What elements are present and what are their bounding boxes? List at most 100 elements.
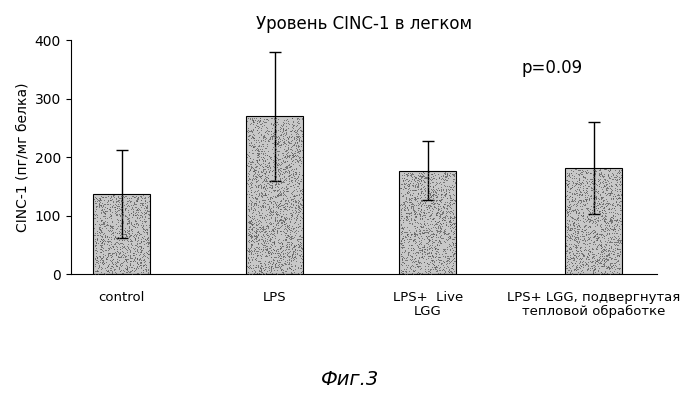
Point bbox=[103, 206, 114, 212]
Point bbox=[407, 263, 418, 269]
Point bbox=[134, 262, 146, 268]
Point bbox=[290, 145, 302, 151]
Point bbox=[292, 250, 303, 257]
Point bbox=[242, 188, 253, 195]
Point bbox=[418, 207, 429, 213]
Point bbox=[246, 184, 257, 190]
Point bbox=[130, 212, 141, 219]
Point bbox=[263, 228, 274, 234]
Point bbox=[583, 236, 594, 242]
Point bbox=[601, 253, 612, 259]
Point bbox=[293, 242, 304, 248]
Point bbox=[570, 209, 582, 215]
Point bbox=[442, 185, 454, 192]
Point bbox=[444, 225, 456, 231]
Point bbox=[296, 234, 307, 240]
Point bbox=[290, 210, 301, 217]
Point bbox=[571, 223, 582, 230]
Point bbox=[267, 202, 279, 209]
Point bbox=[613, 170, 624, 176]
Point bbox=[117, 260, 128, 266]
Point bbox=[428, 203, 440, 209]
Point bbox=[275, 196, 286, 203]
Point bbox=[403, 198, 414, 205]
Point bbox=[252, 149, 263, 156]
Point bbox=[273, 261, 284, 267]
Point bbox=[276, 231, 287, 237]
Point bbox=[608, 172, 619, 178]
Point bbox=[413, 178, 424, 185]
Point bbox=[447, 229, 458, 235]
Point bbox=[415, 198, 426, 204]
Point bbox=[272, 141, 284, 147]
Point bbox=[437, 214, 448, 220]
Point bbox=[430, 212, 442, 218]
Point bbox=[249, 167, 260, 173]
Point bbox=[440, 239, 451, 245]
Point bbox=[121, 266, 132, 272]
Point bbox=[114, 244, 125, 250]
Point bbox=[416, 173, 428, 179]
Point bbox=[100, 200, 111, 207]
Point bbox=[279, 200, 290, 207]
Point bbox=[275, 206, 286, 212]
Point bbox=[242, 264, 253, 270]
Point bbox=[137, 262, 148, 268]
Point bbox=[407, 170, 418, 176]
Point bbox=[270, 209, 281, 215]
Point bbox=[595, 210, 606, 217]
Point bbox=[139, 226, 150, 233]
Point bbox=[587, 174, 598, 180]
Point bbox=[285, 253, 296, 259]
Point bbox=[253, 267, 265, 274]
Point bbox=[103, 244, 114, 251]
Point bbox=[124, 211, 135, 217]
Point bbox=[296, 259, 307, 266]
Point bbox=[91, 198, 102, 204]
Point bbox=[284, 226, 295, 232]
Point bbox=[607, 196, 618, 202]
Point bbox=[256, 178, 267, 185]
Point bbox=[418, 198, 429, 204]
Point bbox=[262, 196, 274, 202]
Point bbox=[430, 194, 441, 200]
Point bbox=[424, 232, 435, 238]
Point bbox=[575, 261, 586, 268]
Point bbox=[598, 174, 609, 180]
Point bbox=[242, 260, 253, 266]
Point bbox=[261, 222, 272, 228]
Point bbox=[104, 233, 115, 240]
Point bbox=[289, 169, 300, 175]
Point bbox=[397, 193, 408, 199]
Point bbox=[268, 140, 279, 146]
Point bbox=[413, 205, 424, 211]
Point bbox=[410, 209, 421, 216]
Point bbox=[416, 169, 427, 176]
Point bbox=[293, 153, 304, 160]
Point bbox=[261, 232, 272, 238]
Point bbox=[406, 200, 417, 206]
Point bbox=[104, 250, 115, 256]
Point bbox=[606, 195, 617, 201]
Point bbox=[127, 267, 138, 273]
Point bbox=[253, 270, 265, 276]
Point bbox=[592, 189, 603, 195]
Point bbox=[248, 144, 259, 151]
Point bbox=[565, 203, 576, 209]
Point bbox=[248, 213, 259, 219]
Point bbox=[265, 211, 276, 218]
Point bbox=[140, 222, 151, 228]
Point bbox=[294, 127, 305, 133]
Point bbox=[566, 248, 578, 255]
Point bbox=[417, 244, 428, 250]
Point bbox=[116, 248, 127, 254]
Point bbox=[290, 219, 301, 226]
Point bbox=[589, 167, 600, 173]
Point bbox=[576, 233, 587, 239]
Point bbox=[265, 165, 276, 171]
Point bbox=[248, 165, 259, 171]
Point bbox=[437, 262, 448, 268]
Point bbox=[568, 175, 580, 182]
Point bbox=[272, 257, 283, 263]
Point bbox=[250, 238, 261, 244]
